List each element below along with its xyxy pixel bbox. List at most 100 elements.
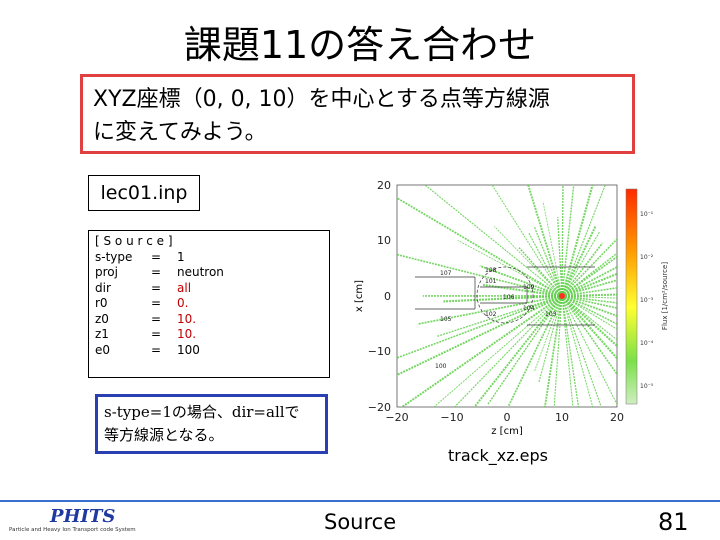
region-label: 109 bbox=[523, 284, 535, 291]
source-value: 1 bbox=[177, 249, 185, 264]
source-key: r0 bbox=[95, 296, 108, 310]
source-eq: = bbox=[151, 296, 162, 310]
region-label: 102 bbox=[485, 311, 497, 318]
region-label: 103 bbox=[545, 311, 557, 318]
track-line bbox=[561, 295, 602, 407]
track-line bbox=[561, 272, 617, 297]
track-line bbox=[561, 295, 617, 376]
track-line bbox=[533, 226, 563, 297]
region-label: 101 bbox=[485, 278, 497, 285]
x-axis-ticks: −20 −10 0 10 20 bbox=[385, 411, 624, 424]
source-point-marker bbox=[559, 293, 565, 299]
source-line-s-type: s-type = 1 bbox=[95, 250, 323, 266]
track-line bbox=[561, 287, 617, 297]
track-line bbox=[561, 295, 617, 360]
track-line bbox=[553, 295, 563, 407]
source-key: proj bbox=[95, 265, 118, 279]
source-value: all bbox=[177, 280, 192, 295]
track-line bbox=[561, 295, 617, 341]
track-line bbox=[453, 295, 563, 407]
x-tick-label: 0 bbox=[504, 411, 511, 424]
track-line bbox=[436, 295, 563, 337]
source-key: z1 bbox=[95, 327, 109, 341]
note-box: s-type=1の場合、dir=allで 等方線源となる。 bbox=[95, 394, 328, 454]
track-line bbox=[561, 295, 617, 325]
track-line bbox=[479, 264, 563, 297]
x-tick-label: −10 bbox=[440, 411, 463, 424]
track-line bbox=[561, 295, 617, 309]
track-line bbox=[397, 295, 563, 377]
track-line bbox=[542, 201, 563, 297]
x-axis-label: z [cm] bbox=[491, 426, 523, 435]
region-label: 100 bbox=[435, 363, 447, 370]
source-value: 10. bbox=[177, 311, 197, 326]
colorbar-tick-label: 10⁻² bbox=[640, 254, 654, 261]
track-line bbox=[417, 295, 563, 325]
track-line bbox=[561, 295, 574, 407]
source-value: 100 bbox=[177, 342, 200, 357]
track-line bbox=[443, 294, 563, 303]
track-line bbox=[561, 226, 597, 297]
track-line bbox=[561, 295, 617, 330]
track-line bbox=[457, 239, 563, 297]
colorbar-tick-label: 10⁻¹ bbox=[640, 211, 654, 218]
footer-section-label: Source bbox=[324, 510, 397, 534]
source-eq: = bbox=[151, 249, 162, 264]
source-key: s-type bbox=[95, 249, 133, 264]
region-label: 104 bbox=[523, 305, 535, 312]
y-tick-label: 20 bbox=[377, 179, 391, 192]
track-line bbox=[433, 295, 563, 407]
track-line bbox=[561, 295, 594, 407]
region-label: 108 bbox=[485, 267, 497, 274]
source-eq: = bbox=[151, 311, 162, 326]
y-tick-label: −10 bbox=[368, 345, 391, 358]
logo-main-text: PHITS bbox=[50, 506, 116, 527]
task-box: XYZ座標（0, 0, 10）を中心とする点等方線源 に変えてみよう。 bbox=[80, 74, 635, 154]
region-label: 107 bbox=[440, 270, 452, 277]
source-line-dir: dir = all bbox=[95, 281, 323, 297]
note-line-1: s-type=1の場合、dir=allで bbox=[104, 403, 300, 421]
region-label: 105 bbox=[440, 316, 452, 323]
track-line bbox=[561, 230, 601, 297]
track-line bbox=[561, 295, 617, 405]
track-plot: 101 102 103 104 105 106 107 108 109 100 … bbox=[354, 179, 669, 435]
geometry-lines bbox=[415, 266, 595, 326]
x-tick-label: 10 bbox=[555, 411, 569, 424]
colorbar-tick-label: 10⁻⁵ bbox=[640, 383, 654, 390]
source-value: 0. bbox=[177, 296, 189, 310]
page-number: 81 bbox=[658, 508, 689, 536]
track-line bbox=[507, 295, 563, 407]
source-header: [ S o u r c e ] bbox=[95, 234, 173, 248]
source-value: neutron bbox=[177, 265, 224, 279]
colorbar-tick-label: 10⁻³ bbox=[640, 297, 654, 304]
x-tick-label: −20 bbox=[385, 411, 408, 424]
source-key: dir bbox=[95, 280, 111, 295]
y-tick-label: 10 bbox=[377, 234, 391, 247]
source-value: 10. bbox=[177, 327, 197, 341]
region-labels: 101 102 103 104 105 106 107 108 109 100 bbox=[435, 267, 557, 370]
track-line bbox=[397, 295, 563, 359]
y-tick-label: 0 bbox=[384, 290, 391, 303]
colorbar-tick-label: 10⁻⁴ bbox=[640, 340, 654, 347]
track-line bbox=[473, 295, 563, 407]
track-line bbox=[561, 266, 617, 297]
source-line-e0: e0 = 100 bbox=[95, 343, 323, 359]
y-axis-ticks: 20 10 0 −10 −20 bbox=[368, 179, 391, 414]
phits-logo: PHITS Particle and Heavy Ion Transport c… bbox=[5, 506, 165, 536]
x-tick-label: 20 bbox=[610, 411, 624, 424]
slide-title: 課題11の答え合わせ bbox=[183, 23, 537, 67]
track-line bbox=[534, 295, 563, 372]
y-axis-label: x [cm] bbox=[354, 280, 365, 312]
colorbar-label: Flux [1/cm²/source] bbox=[661, 262, 669, 330]
source-eq: = bbox=[151, 327, 162, 341]
track-line bbox=[518, 247, 563, 297]
task-line-1: XYZ座標（0, 0, 10）を中心とする点等方線源 bbox=[93, 87, 550, 112]
track-line bbox=[560, 185, 594, 297]
track-line bbox=[561, 293, 617, 297]
colorbar-ticks: 10⁻¹ 10⁻² 10⁻³ 10⁻⁴ 10⁻⁵ bbox=[640, 211, 654, 390]
source-eq: = bbox=[151, 265, 162, 279]
colorbar bbox=[625, 188, 638, 405]
footer-divider bbox=[0, 500, 720, 502]
source-line-r0: r0 = 0. bbox=[95, 296, 323, 312]
track-line bbox=[543, 295, 563, 407]
